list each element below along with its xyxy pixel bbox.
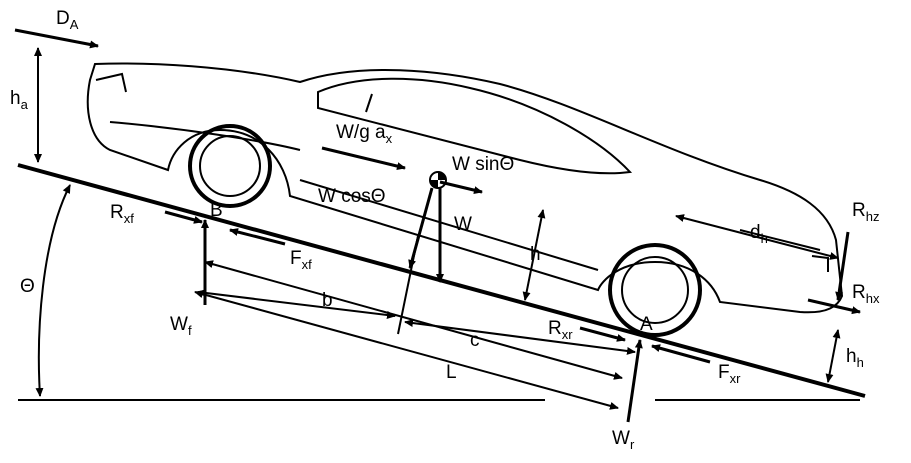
cg-height-label: h [530,244,541,265]
dist-b-label: b [322,290,333,311]
rear-point-label: A [640,314,653,335]
rear-normal-label: Wr [612,428,635,452]
rear-normal-arrow [626,339,643,423]
drag-height-label: ha [10,88,29,112]
grade-angle-arc [35,184,71,397]
grade-label: Θ [20,276,35,297]
weight-sin-label: W sinΘ [452,154,514,175]
rear-wheel [608,243,702,337]
cg-symbol [429,171,447,189]
front-tractive-arrow [164,210,203,224]
drag-label: DA [56,8,79,32]
weight-sin-arrow [439,180,483,195]
hitch-horizontal-arrow [807,298,861,315]
hitch-distance-label: dh [750,222,768,246]
hitch-horizontal-label: Rhx [852,282,880,306]
cg-vertical-extension [397,235,419,335]
wheelbase-dim [194,290,619,410]
hitch-vertical-arrow [835,231,850,301]
hitch-height-dim [825,329,841,383]
weight-label: W [454,214,472,235]
hitch-distance-dim [675,214,839,260]
front-normal-label: Wf [170,314,192,338]
drag-arrow [14,28,99,49]
rear-rolling-label: Fxr [718,362,741,386]
rear-tractive-label: Rxr [548,318,573,342]
hitch-height-label: hh [846,346,864,370]
inertia-arrow [321,146,406,171]
dist-c-label: c [470,330,480,351]
weight-cos-label: W cosΘ [318,186,386,207]
front-rolling-arrow [229,228,286,246]
rear-rolling-arrow [651,344,711,364]
inertia-label: W/g ax [336,122,393,146]
dist-b-dim [197,288,396,320]
front-wheel [188,124,272,208]
front-point-label: B [210,200,223,221]
front-tractive-label: Rxf [110,202,134,226]
wheelbase-label: L [446,362,457,383]
hitch-vertical-label: Rhz [852,200,879,224]
front-rolling-label: Fxf [290,248,312,272]
